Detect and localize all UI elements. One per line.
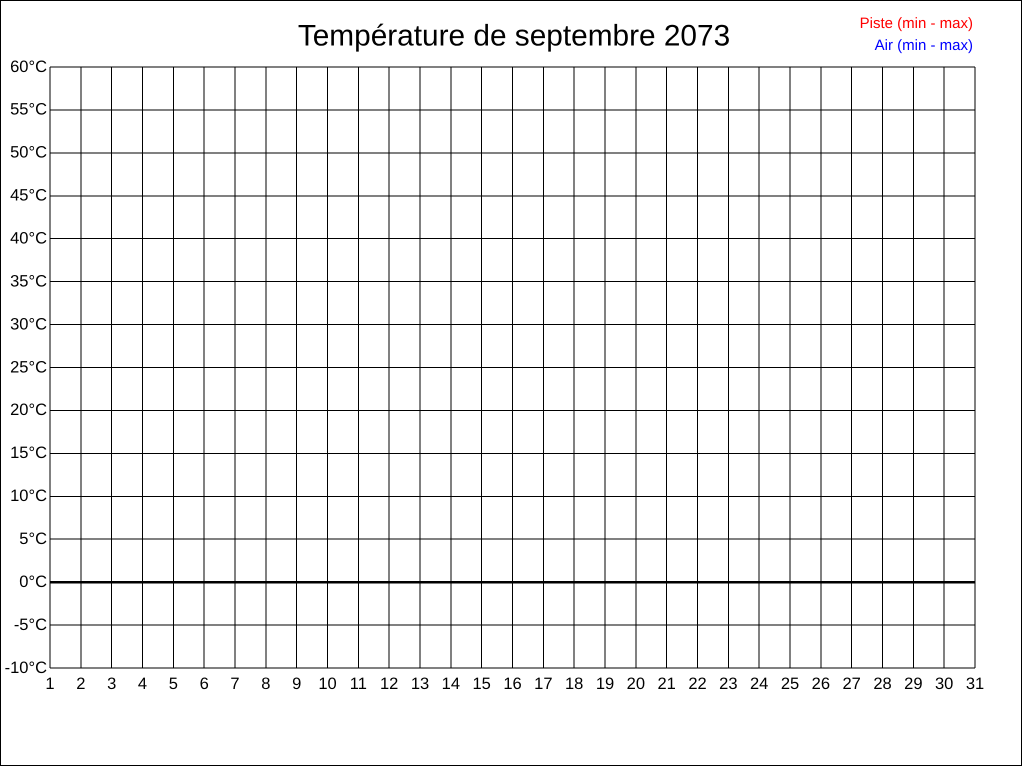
svg-text:8: 8 (261, 675, 270, 693)
svg-text:35°C: 35°C (10, 272, 47, 290)
svg-text:26: 26 (812, 675, 830, 693)
svg-text:19: 19 (596, 675, 614, 693)
svg-text:29: 29 (904, 675, 922, 693)
svg-text:45°C: 45°C (10, 187, 47, 205)
svg-text:-5°C: -5°C (14, 616, 47, 634)
svg-text:6: 6 (200, 675, 209, 693)
svg-text:3: 3 (107, 675, 116, 693)
svg-text:50°C: 50°C (10, 144, 47, 162)
svg-text:4: 4 (138, 675, 147, 693)
svg-text:27: 27 (842, 675, 860, 693)
svg-text:7: 7 (230, 675, 239, 693)
svg-text:Piste (min - max): Piste (min - max) (860, 15, 973, 32)
svg-text:25°C: 25°C (10, 358, 47, 376)
svg-text:1: 1 (45, 675, 54, 693)
svg-text:-10°C: -10°C (5, 659, 47, 677)
svg-text:10: 10 (318, 675, 336, 693)
svg-text:28: 28 (873, 675, 891, 693)
svg-text:Air (min - max): Air (min - max) (875, 37, 973, 54)
svg-text:30: 30 (935, 675, 953, 693)
svg-text:9: 9 (292, 675, 301, 693)
svg-text:24: 24 (750, 675, 768, 693)
svg-text:20°C: 20°C (10, 401, 47, 419)
svg-text:12: 12 (380, 675, 398, 693)
svg-text:16: 16 (503, 675, 521, 693)
svg-text:18: 18 (565, 675, 583, 693)
svg-text:13: 13 (411, 675, 429, 693)
svg-text:2: 2 (76, 675, 85, 693)
svg-text:0°C: 0°C (19, 573, 47, 591)
svg-text:30°C: 30°C (10, 315, 47, 333)
svg-text:10°C: 10°C (10, 487, 47, 505)
svg-text:20: 20 (627, 675, 645, 693)
svg-text:22: 22 (688, 675, 706, 693)
svg-text:14: 14 (442, 675, 460, 693)
svg-text:17: 17 (534, 675, 552, 693)
svg-text:5°C: 5°C (19, 530, 47, 548)
svg-text:31: 31 (966, 675, 984, 693)
svg-text:15°C: 15°C (10, 444, 47, 462)
svg-text:55°C: 55°C (10, 101, 47, 119)
svg-text:5: 5 (169, 675, 178, 693)
svg-text:15: 15 (472, 675, 490, 693)
svg-text:23: 23 (719, 675, 737, 693)
svg-text:25: 25 (781, 675, 799, 693)
svg-text:Température de septembre 2073: Température de septembre 2073 (298, 20, 730, 53)
svg-text:11: 11 (350, 675, 367, 693)
svg-text:21: 21 (657, 675, 675, 693)
svg-text:40°C: 40°C (10, 230, 47, 248)
svg-text:60°C: 60°C (10, 58, 47, 76)
